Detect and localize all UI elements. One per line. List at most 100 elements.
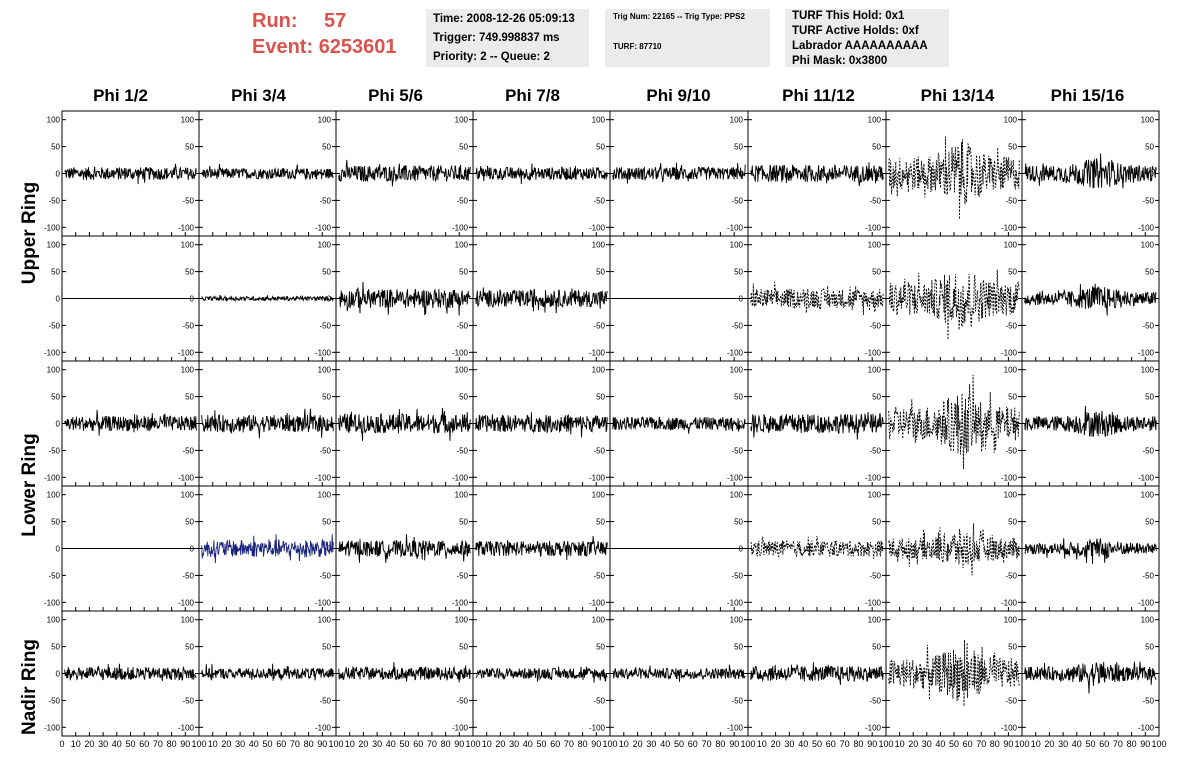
x-tick-label: 60 xyxy=(826,739,836,749)
x-tick-label: 20 xyxy=(1044,739,1054,749)
y-tick-label: -50 xyxy=(1005,696,1017,705)
y-tick-label: -100 xyxy=(178,473,195,482)
waveform-trace xyxy=(64,409,197,436)
y-tick-label: 100 xyxy=(1004,116,1018,125)
waveform-trace xyxy=(475,666,608,683)
x-tick-label: 100 xyxy=(191,739,206,749)
x-tick-label: 70 xyxy=(427,739,437,749)
y-tick-label: -100 xyxy=(315,723,332,732)
x-tick-label: 50 xyxy=(812,739,822,749)
trig-info-box: Trig Num: 22165 -- Trig Type: PPS2 TURF:… xyxy=(605,9,770,67)
x-tick-label: 90 xyxy=(867,739,877,749)
waveform-trace xyxy=(888,523,1020,576)
y-tick-label: 100 xyxy=(592,241,606,250)
y-tick-label: -100 xyxy=(178,348,195,357)
y-tick-label: 50 xyxy=(596,393,605,402)
y-tick-label: -50 xyxy=(1142,446,1154,455)
x-tick-label: 60 xyxy=(413,739,423,749)
waveform-trace xyxy=(1024,538,1157,564)
y-tick-label: 50 xyxy=(51,268,60,277)
y-tick-label: -100 xyxy=(1138,598,1155,607)
waveform-trace xyxy=(1024,661,1157,694)
waveform-trace xyxy=(612,664,746,682)
y-tick-label: 100 xyxy=(47,241,61,250)
y-tick-label: -50 xyxy=(869,696,881,705)
y-tick-label: -100 xyxy=(452,223,469,232)
waveform-trace xyxy=(338,407,471,441)
waveform-trace xyxy=(888,136,1020,220)
y-tick-label: 0 xyxy=(601,170,606,179)
y-tick-label: 50 xyxy=(872,143,881,152)
y-tick-label: 0 xyxy=(56,420,61,429)
y-tick-label: -50 xyxy=(319,196,331,205)
y-tick-label: -100 xyxy=(44,598,61,607)
y-tick-label: -50 xyxy=(1005,196,1017,205)
y-tick-label: 50 xyxy=(322,643,331,652)
priority-line: Priority: 2 -- Queue: 2 xyxy=(433,51,550,63)
y-tick-label: 50 xyxy=(185,518,194,527)
y-tick-label: 100 xyxy=(868,616,882,625)
turf-hold-line: TURF This Hold: 0x1 xyxy=(792,10,905,22)
waveform-trace xyxy=(201,294,334,303)
waveform-trace xyxy=(750,411,884,440)
x-tick-label: 90 xyxy=(729,739,739,749)
y-tick-label: -100 xyxy=(727,598,744,607)
y-tick-label: 100 xyxy=(592,116,606,125)
x-tick-label: 70 xyxy=(153,739,163,749)
y-tick-label: -50 xyxy=(869,196,881,205)
x-tick-label: 90 xyxy=(591,739,601,749)
y-tick-label: -50 xyxy=(182,196,194,205)
x-tick-label: 60 xyxy=(139,739,149,749)
waveform-trace xyxy=(338,281,471,316)
turf-info-box: TURF This Hold: 0x1 TURF Active Holds: 0… xyxy=(785,9,949,67)
y-tick-label: 100 xyxy=(730,616,744,625)
x-tick-label: 70 xyxy=(564,739,574,749)
y-tick-label: -100 xyxy=(44,473,61,482)
panel-frame xyxy=(747,360,887,487)
panel-frame xyxy=(747,235,887,362)
x-tick-label: 70 xyxy=(840,739,850,749)
y-tick-label: -100 xyxy=(1001,723,1018,732)
y-tick-label: -100 xyxy=(865,723,882,732)
y-tick-label: 0 xyxy=(56,670,61,679)
x-tick-label: 10 xyxy=(482,739,492,749)
y-tick-label: 50 xyxy=(322,518,331,527)
y-tick-label: 50 xyxy=(1145,643,1154,652)
y-tick-label: 100 xyxy=(730,491,744,500)
x-tick-label: 90 xyxy=(454,739,464,749)
y-tick-label: -50 xyxy=(731,571,743,580)
trigger-line: Trigger: 749.998837 ms xyxy=(433,32,560,44)
y-tick-label: 0 xyxy=(190,295,195,304)
y-tick-label: -50 xyxy=(456,321,468,330)
y-tick-label: 100 xyxy=(1141,491,1155,500)
column-label: Phi 11/12 xyxy=(782,86,855,105)
y-tick-label: -100 xyxy=(44,223,61,232)
waveform-trace xyxy=(1024,283,1157,316)
y-tick-label: -100 xyxy=(727,223,744,232)
x-tick-label: 20 xyxy=(771,739,781,749)
x-tick-label: 80 xyxy=(1127,739,1137,749)
y-tick-label: -100 xyxy=(727,348,744,357)
y-tick-label: 0 xyxy=(1013,170,1018,179)
y-tick-label: 0 xyxy=(739,420,744,429)
y-tick-label: -50 xyxy=(182,321,194,330)
y-tick-label: 0 xyxy=(1013,420,1018,429)
waveform-trace xyxy=(1024,405,1157,438)
waveform-trace xyxy=(64,663,197,682)
turf-active-line: TURF Active Holds: 0xf xyxy=(792,25,919,37)
x-tick-label: 70 xyxy=(702,739,712,749)
panel-frame xyxy=(198,610,337,737)
y-tick-label: -100 xyxy=(1001,348,1018,357)
y-tick-label: -100 xyxy=(452,473,469,482)
waveform-trace xyxy=(750,535,884,559)
waveform-trace xyxy=(475,287,608,314)
x-tick-label: 10 xyxy=(1031,739,1041,749)
y-tick-label: -50 xyxy=(869,571,881,580)
y-tick-label: 100 xyxy=(1004,241,1018,250)
y-tick-label: 50 xyxy=(734,643,743,652)
x-tick-label: 70 xyxy=(976,739,986,749)
column-label: Phi 15/16 xyxy=(1050,86,1125,105)
y-tick-label: 100 xyxy=(181,366,195,375)
y-tick-label: 50 xyxy=(1145,518,1154,527)
x-tick-label: 100 xyxy=(328,739,343,749)
